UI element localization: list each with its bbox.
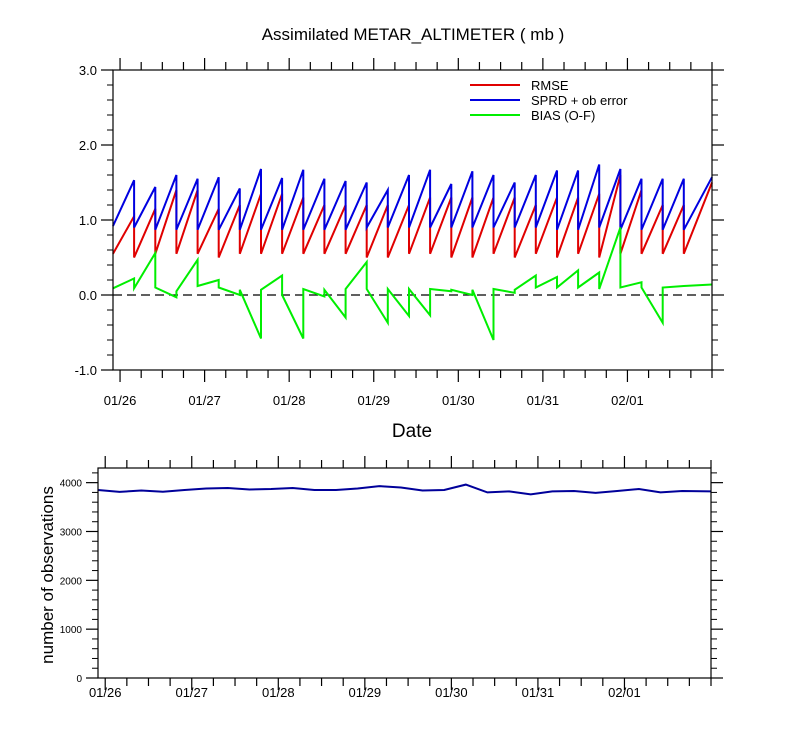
top-x-tick-label: 01/26 — [104, 393, 137, 408]
legend-label-rmse: RMSE — [531, 78, 569, 93]
bottom-x-tick-label: 02/01 — [608, 685, 641, 700]
bottom-x-tick-label: 01/28 — [262, 685, 295, 700]
top-series-group — [112, 164, 713, 341]
bottom-tick-labels: 01/26 01/27 01/28 01/29 01/30 01/31 02/01 0 1000… — [60, 479, 641, 700]
legend: RMSE SPRD + ob error BIAS (O-F) — [470, 78, 628, 123]
top-x-tick-label: 01/28 — [273, 393, 306, 408]
bottom-x-tick-label: 01/27 — [175, 685, 208, 700]
bottom-y-tick-label: 4000 — [60, 479, 83, 490]
chart-title: Assimilated METAR_ALTIMETER ( mb ) — [262, 25, 565, 44]
bottom-x-tick-label: 01/29 — [349, 685, 382, 700]
bottom-x-tick-label: 01/30 — [435, 685, 468, 700]
bottom-y-tick-label: 2000 — [60, 576, 83, 587]
bottom-plot-frame — [97, 467, 712, 679]
top-x-tick-label: 02/01 — [611, 393, 644, 408]
top-series-bias-o-f — [112, 227, 713, 341]
top-tick-labels: 01/26 01/27 01/28 01/29 01/30 01/31 02/01 -1.0 0… — [75, 63, 644, 408]
bottom-y-tick-label: 3000 — [60, 527, 83, 538]
top-axes — [101, 58, 724, 382]
bottom-y-tick-label: 0 — [76, 674, 82, 685]
bottom-axes — [86, 456, 723, 690]
top-series-sprd-ob-error — [112, 164, 713, 232]
legend-label-bias: BIAS (O-F) — [531, 108, 595, 123]
top-chart: Assimilated METAR_ALTIMETER ( mb ) 01/26… — [75, 25, 724, 442]
bottom-series-observations — [97, 483, 712, 496]
legend-label-sprd: SPRD + ob error — [531, 93, 628, 108]
top-x-tick-label: 01/31 — [527, 393, 560, 408]
top-x-tick-label: 01/27 — [188, 393, 221, 408]
top-y-tick-label: 2.0 — [79, 138, 97, 153]
bottom-y-tick-label: 1000 — [60, 625, 83, 636]
bottom-x-tick-label: 01/26 — [89, 685, 122, 700]
top-y-tick-label: 1.0 — [79, 213, 97, 228]
x-axis-label: Date — [392, 421, 432, 442]
y-axis-label-observations: number of observations — [38, 486, 57, 664]
bottom-series-group — [97, 483, 712, 496]
top-x-tick-label: 01/30 — [442, 393, 475, 408]
top-y-tick-label: 3.0 — [79, 63, 97, 78]
bottom-x-tick-label: 01/31 — [522, 685, 555, 700]
top-x-tick-label: 01/29 — [357, 393, 390, 408]
top-y-tick-label: -1.0 — [75, 363, 97, 378]
top-plot-frame — [112, 69, 713, 371]
bottom-chart: 01/26 01/27 01/28 01/29 01/30 01/31 02/01 0 1000… — [38, 456, 723, 700]
top-y-tick-label: 0.0 — [79, 288, 97, 303]
